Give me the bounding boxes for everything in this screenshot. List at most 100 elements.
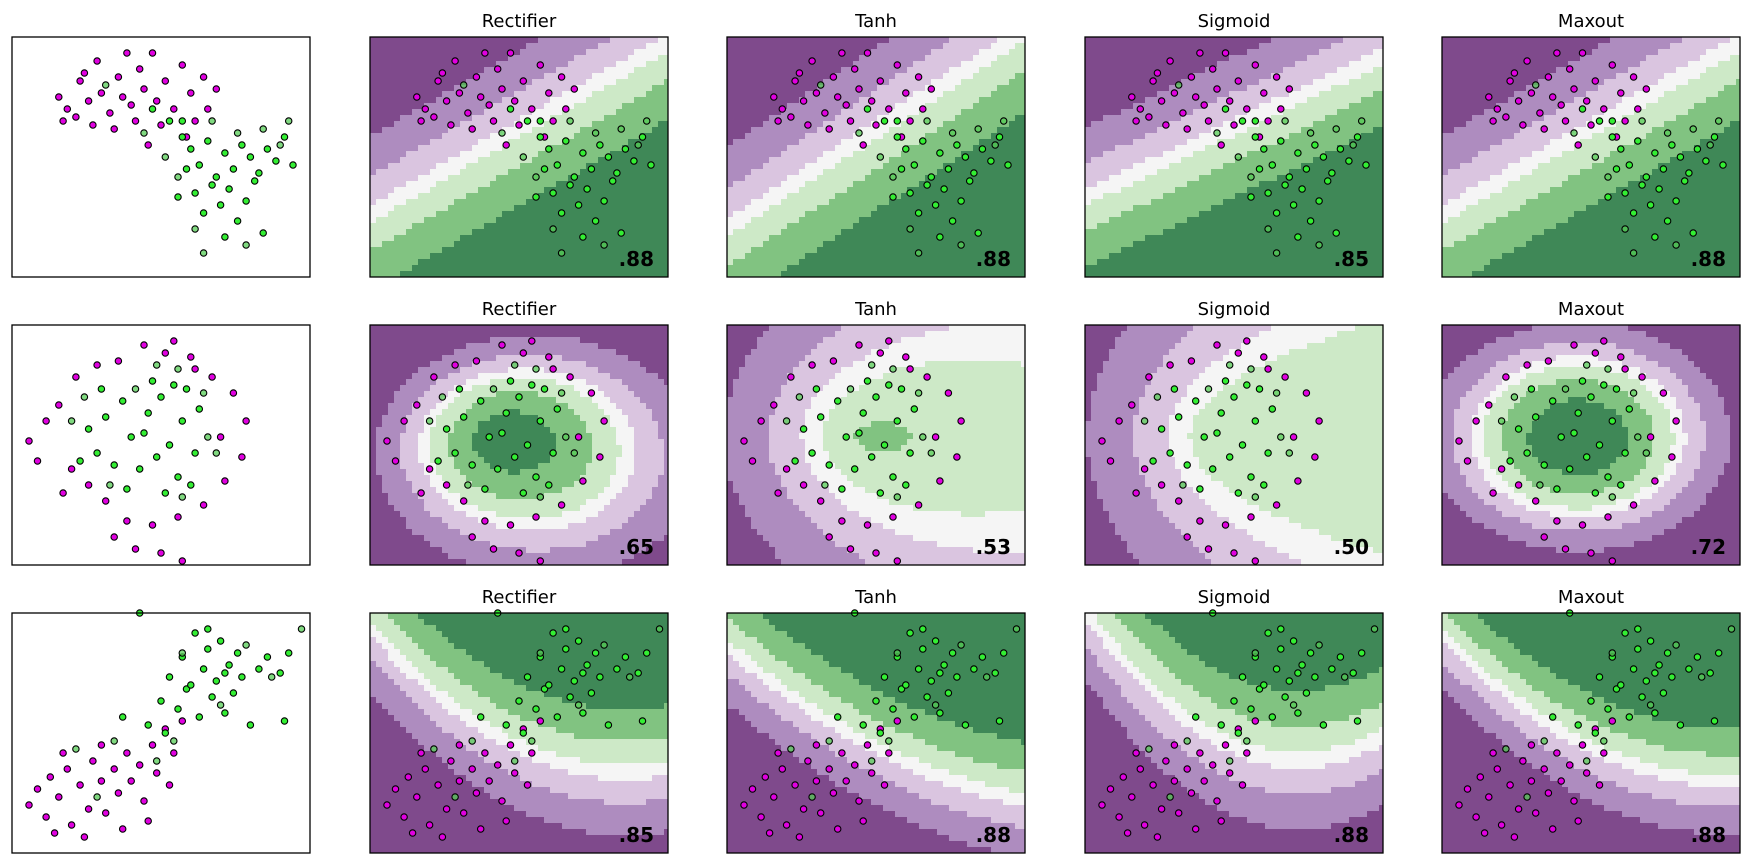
region-cell [937, 211, 944, 218]
region-cell [538, 253, 545, 260]
region-cell [1337, 91, 1344, 98]
region-cell [823, 205, 830, 212]
region-cell [496, 235, 503, 242]
region-cell [622, 241, 629, 248]
region-cell [1211, 97, 1218, 104]
region-cell [376, 157, 383, 164]
region-cell [460, 121, 467, 128]
region-cell [466, 91, 473, 98]
region-cell [622, 265, 629, 272]
region-cell [1199, 97, 1206, 104]
region-cell [448, 85, 455, 92]
region-cell [400, 79, 407, 86]
region-cell [997, 43, 1004, 50]
region-cell [442, 115, 449, 122]
region-cell [997, 61, 1004, 68]
region-cell [1109, 37, 1116, 44]
region-cell [640, 187, 647, 194]
region-cell [949, 37, 956, 44]
region-cell [769, 205, 776, 212]
region-cell [1163, 85, 1170, 92]
region-cell [1127, 73, 1134, 80]
region-cell [628, 151, 635, 158]
region-cell [514, 151, 521, 158]
region-cell [622, 205, 629, 212]
data-point [225, 185, 233, 193]
region-cell [763, 121, 770, 128]
region-cell [562, 223, 569, 230]
region-cell [955, 115, 962, 122]
region-cell [751, 91, 758, 98]
region-cell [769, 67, 776, 74]
region-cell [769, 115, 776, 122]
region-cell [877, 187, 884, 194]
region-cell [733, 241, 740, 248]
region-cell [622, 127, 629, 134]
region-cell [484, 151, 491, 158]
data-point [284, 117, 293, 125]
region-cell [652, 61, 659, 68]
region-cell [508, 187, 515, 194]
region-cell [919, 253, 926, 260]
region-cell [1361, 79, 1368, 86]
region-cell [484, 241, 491, 248]
region-cell [937, 97, 944, 104]
region-cell [514, 169, 521, 176]
region-cell [574, 157, 581, 164]
data-point [280, 133, 289, 141]
region-cell [787, 157, 794, 164]
region-cell [1175, 67, 1182, 74]
region-cell [763, 85, 770, 92]
region-cell [931, 109, 938, 116]
region-cell [829, 211, 836, 218]
region-cell [793, 271, 800, 277]
region-cell [877, 139, 884, 146]
region-cell [568, 187, 575, 194]
region-cell [871, 103, 878, 110]
region-cell [799, 157, 806, 164]
region-cell [829, 109, 836, 116]
region-cell [460, 91, 467, 98]
region-cell [1199, 73, 1206, 80]
region-cell [1355, 103, 1362, 110]
region-cell [496, 193, 503, 200]
region-cell [520, 253, 527, 260]
region-cell [823, 217, 830, 224]
region-cell [1015, 175, 1022, 182]
data-point [957, 241, 965, 249]
region-cell [901, 265, 908, 272]
region-cell [472, 151, 479, 158]
region-cell [913, 61, 920, 68]
region-cell [967, 151, 974, 158]
data-point [965, 177, 974, 185]
region-cell [793, 73, 800, 80]
region-cell [799, 247, 806, 254]
region-cell [745, 43, 752, 50]
data-point [833, 93, 842, 101]
region-cell [448, 271, 455, 277]
region-cell [847, 37, 854, 44]
region-cell [859, 73, 866, 80]
region-cell [955, 229, 962, 236]
region-cell [1301, 43, 1308, 50]
region-cell [640, 61, 647, 68]
region-cell [739, 37, 746, 44]
region-cell [907, 241, 914, 248]
region-cell [961, 97, 968, 104]
region-cell [901, 217, 908, 224]
region-cell [955, 97, 962, 104]
region-cell [478, 115, 485, 122]
region-cell [640, 121, 647, 128]
region-cell [1009, 109, 1016, 116]
region-cell [859, 79, 866, 86]
region-cell [544, 169, 551, 176]
region-cell [502, 73, 509, 80]
region-cell [781, 157, 788, 164]
region-cell [775, 49, 782, 56]
region-cell [757, 37, 764, 44]
region-cell [412, 133, 419, 140]
region-cell [430, 61, 437, 68]
region-cell [967, 265, 974, 272]
region-cell [859, 259, 866, 266]
region-cell [955, 67, 962, 74]
